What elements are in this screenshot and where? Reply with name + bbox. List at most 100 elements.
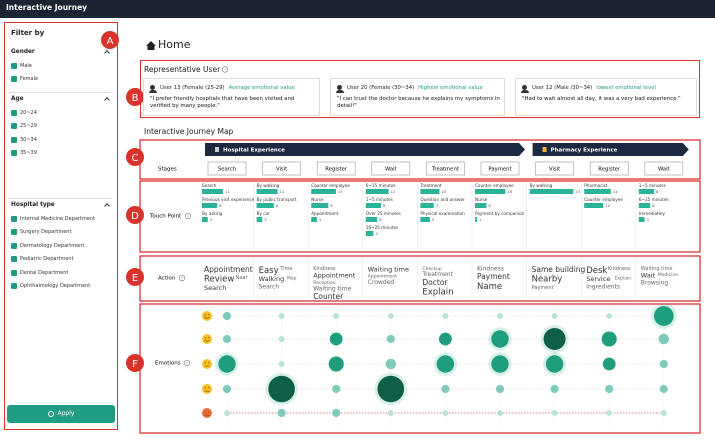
touch-bar — [420, 189, 440, 194]
phase-icon — [542, 147, 547, 152]
stage-label: Visit — [276, 166, 287, 172]
touch-bar — [584, 203, 604, 208]
face-eye — [204, 337, 206, 339]
checkbox[interactable] — [11, 123, 17, 130]
checkbox[interactable] — [11, 110, 17, 116]
touch-count: 8 — [656, 189, 659, 194]
action-word: Desk — [586, 266, 607, 276]
touch-bar — [365, 189, 389, 194]
touch-count: 23 — [575, 189, 580, 194]
phase-arrow — [532, 143, 689, 156]
emotion-face — [202, 408, 212, 418]
stage-label: Visit — [549, 166, 560, 172]
user-line: User 12 (Male /30~34) lowest emotional le… — [532, 85, 656, 91]
action-word: Kindness — [313, 266, 336, 272]
user-icon — [150, 85, 155, 90]
checkbox[interactable] — [11, 63, 17, 69]
touch-count: 7 — [436, 203, 439, 208]
checkbox[interactable] — [11, 242, 17, 249]
option-label: Ophthalmology Department — [20, 283, 91, 289]
touch-count: 9 — [276, 203, 279, 208]
touch-item: Previous visit experience — [202, 197, 255, 202]
checkbox[interactable] — [11, 256, 17, 263]
emotion-bubble — [278, 313, 285, 319]
action-word: Appointment — [204, 265, 253, 274]
action-word: Search — [204, 284, 226, 292]
checkbox[interactable] — [11, 283, 17, 289]
checkbox[interactable] — [11, 150, 17, 157]
action-word: Review — [204, 275, 234, 285]
touch-item: Search — [202, 183, 217, 188]
user-icon — [337, 85, 342, 90]
marker-letter: F — [132, 359, 138, 370]
face-eye — [204, 362, 206, 364]
checkbox[interactable] — [11, 229, 17, 236]
marker-badge — [101, 31, 119, 49]
stage-label: Wait — [385, 166, 397, 172]
touch-item: Immediately — [639, 211, 666, 216]
page-title: Home — [158, 38, 191, 51]
stage-box — [316, 161, 356, 176]
emotion-bubble — [278, 361, 285, 367]
checkbox[interactable] — [11, 76, 17, 83]
apply-button[interactable]: Apply — [7, 405, 115, 423]
stage-box — [262, 161, 301, 176]
user-line: User 13 (Female (25-29) Average emotional… — [160, 85, 295, 91]
action-word: Near — [236, 275, 249, 281]
user-icon-body — [335, 90, 344, 93]
touch-item: Nurse — [311, 197, 324, 202]
group-title: Hospital type — [11, 202, 55, 208]
checkbox[interactable] — [11, 216, 17, 222]
emotion-bubble — [497, 313, 503, 319]
apply-label: Apply — [57, 410, 75, 417]
touch-bar — [420, 203, 434, 208]
marker-letter: E — [132, 273, 138, 284]
checkbox[interactable] — [11, 269, 17, 276]
action-word: Crowded — [368, 279, 395, 286]
emotion-bubble — [653, 306, 674, 326]
emotions-label: Emotions — [155, 361, 181, 367]
phase-name: Pharmacy Experience — [551, 147, 618, 153]
action-word: Same building — [532, 265, 586, 274]
group-title: Age — [11, 96, 24, 102]
marker-badge — [126, 206, 144, 224]
collapse-icon — [104, 203, 110, 209]
emotion-bubble — [545, 355, 564, 373]
touch-count: 10 — [605, 203, 610, 208]
touch-item: By walking — [530, 183, 553, 188]
checkbox[interactable] — [11, 136, 17, 143]
emotion-bubble — [387, 313, 394, 319]
action-word: Doctor — [422, 278, 448, 287]
face-eye — [208, 411, 210, 413]
touch-item: Counter employee — [311, 183, 350, 188]
face-mouth — [204, 316, 210, 319]
option-label: 35~39 — [20, 150, 37, 157]
touch-item: Over 25 minutes — [366, 211, 401, 216]
stage-label: Register — [325, 166, 348, 172]
touch-bar — [475, 203, 487, 208]
touch-bar — [256, 189, 278, 194]
emotion-face — [202, 311, 212, 321]
marker-badge — [126, 88, 144, 106]
action-word: Checkup — [422, 266, 442, 272]
emotion-bubble — [386, 334, 395, 344]
marker-letter: B — [132, 93, 139, 104]
emotion-bubble — [491, 330, 509, 348]
user-icon-body — [148, 90, 157, 93]
touch-bar — [365, 203, 381, 208]
option-label: Internal Medicine Department — [20, 216, 96, 222]
touch-item: Nurse — [475, 197, 488, 202]
touch-bar — [202, 189, 223, 194]
emotion-bubble — [224, 410, 230, 416]
collapse-icon — [104, 50, 110, 56]
emotion-bubble — [551, 313, 558, 319]
emotion-bubble — [659, 359, 668, 369]
touch-count: 3 — [647, 217, 650, 222]
user-card: User 13 (Female (25-29) Average emotional… — [143, 78, 320, 116]
emotion-bubble — [551, 410, 558, 416]
touch-bar — [311, 203, 329, 208]
action-word: Appointment — [313, 272, 356, 280]
action-word: Nearby — [532, 275, 563, 285]
user-card: User 20 (Female (30~34) Highest emotional… — [330, 78, 505, 116]
